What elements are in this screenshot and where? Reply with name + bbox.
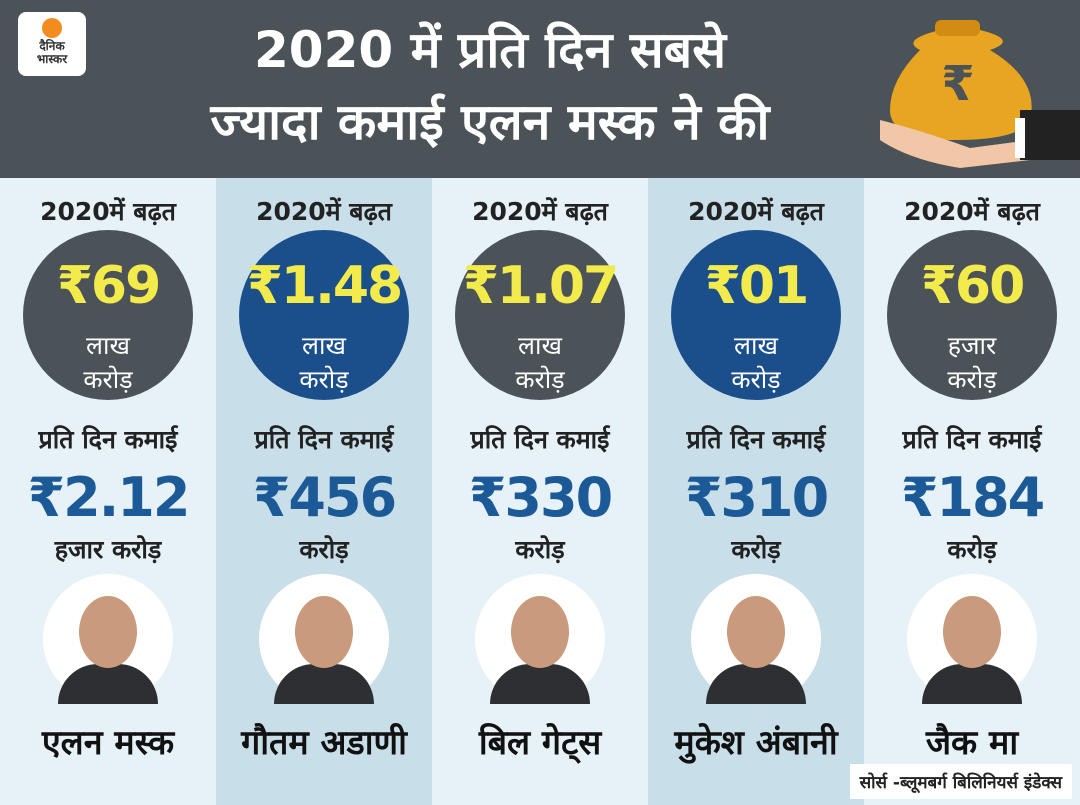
portrait-body [58,664,158,704]
source: सोर्स -ब्लूमबर्ग बिलिनियर्स इंडेक्स [849,764,1072,799]
growth-unit: लाख [518,331,562,360]
daily-unit: करोड़ [731,535,781,564]
growth-value: ₹1.48 [246,256,403,316]
growth-value: ₹69 [56,256,162,316]
column: 2020में बढ़त ₹60 हजार करोड़ प्रति दिन कमाई ₹1… [864,178,1080,805]
logo-text: भास्कर [36,52,68,66]
daily-label: प्रति दिन कमाई [254,425,394,454]
growth-unit: लाख [734,331,778,360]
portrait [691,574,821,704]
person-name: गौतम अडाणी [241,723,407,763]
title: 2020 में प्रति दिन सबसे [254,21,726,79]
growth-unit: करोड़ [299,365,349,394]
daily-label: प्रति दिन कमाई [38,425,178,454]
growth-value: ₹60 [920,256,1026,316]
portrait-body [274,664,374,704]
growth-circle: ₹60 हजार करोड़ [887,230,1057,400]
growth-circle: ₹01 लाख करोड़ [671,230,841,400]
logo-text: दैनिक [39,39,65,53]
growth-unit: हजार [947,331,997,360]
growth-unit: करोड़ [515,365,565,394]
column: 2020में बढ़त ₹1.07 लाख करोड़ प्रति दिन कमाई ₹… [432,178,648,805]
growth-unit: करोड़ [947,365,997,394]
growth-label: 2020में बढ़त [904,197,1040,226]
title: ज्यादा कमाई एलन मस्क ने की [210,93,770,151]
svg-text:₹: ₹ [941,56,974,112]
portrait-face [79,596,137,668]
portrait-face [511,596,569,668]
daily-label: प्रति दिन कमाई [686,425,826,454]
daily-label: प्रति दिन कमाई [902,425,1042,454]
money-bag-icon: ₹ [880,20,1080,168]
growth-circle: ₹1.07 लाख करोड़ [455,230,625,400]
daily-unit: करोड़ [299,535,349,564]
growth-label: 2020में बढ़त [40,197,176,226]
daily-value: ₹456 [252,466,397,529]
columns: 2020में बढ़त ₹69 लाख करोड़ प्रति दिन कमाई ₹2.… [0,178,1080,805]
column: 2020में बढ़त ₹01 लाख करोड़ प्रति दिन कमाई ₹31… [648,178,864,805]
daily-label: प्रति दिन कमाई [470,425,610,454]
column: 2020में बढ़त ₹1.48 लाख करोड़ प्रति दिन कमाई ₹… [216,178,432,805]
growth-circle: ₹1.48 लाख करोड़ [239,230,409,400]
person-name: जैक मा [925,723,1019,763]
person-name: एलन मस्क [41,723,175,763]
daily-unit: करोड़ [947,535,997,564]
daily-value: ₹310 [684,466,829,529]
growth-label: 2020में बढ़त [472,197,608,226]
logo: दैनिक भास्कर [18,12,86,76]
portrait [907,574,1037,704]
person-name: मुकेश अंबानी [674,723,838,763]
portrait [43,574,173,704]
growth-label: 2020में बढ़त [688,197,824,226]
portrait [475,574,605,704]
daily-value: ₹184 [900,466,1045,529]
growth-unit: करोड़ [731,365,781,394]
growth-unit: करोड़ [83,365,133,394]
portrait-face [943,596,1001,668]
growth-value: ₹1.07 [462,256,619,316]
growth-unit: लाख [86,331,130,360]
portrait-body [922,664,1022,704]
portrait-body [490,664,590,704]
header: दैनिक भास्कर 2020 में प्रति दिन सबसे ज्य… [0,0,1080,178]
growth-value: ₹01 [704,256,810,316]
portrait [259,574,389,704]
portrait-face [295,596,353,668]
person-name: बिल गेट्स [478,723,602,763]
growth-label: 2020में बढ़त [256,197,392,226]
daily-unit: हजार करोड़ [54,535,162,564]
growth-unit: लाख [302,331,346,360]
daily-value: ₹330 [468,466,613,529]
portrait-face [727,596,785,668]
portrait-body [706,664,806,704]
growth-circle: ₹69 लाख करोड़ [23,230,193,400]
daily-value: ₹2.12 [27,466,191,529]
daily-unit: करोड़ [515,535,565,564]
column: 2020में बढ़त ₹69 लाख करोड़ प्रति दिन कमाई ₹2.… [0,178,216,805]
